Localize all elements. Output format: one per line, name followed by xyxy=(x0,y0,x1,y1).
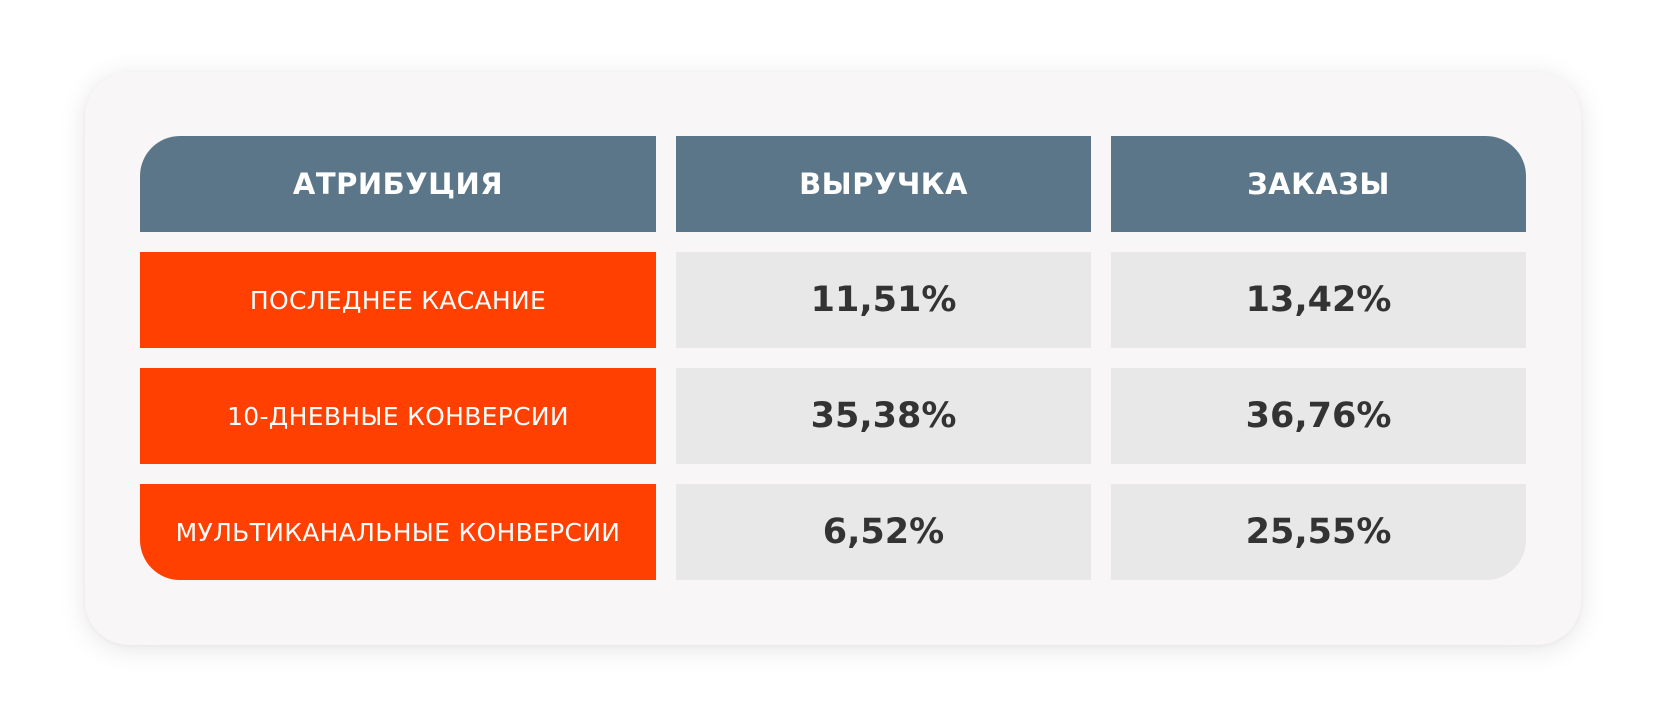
cell-revenue-10-day: 35,38% xyxy=(676,368,1091,464)
row-label-last-touch: ПОСЛЕДНЕЕ КАСАНИЕ xyxy=(140,252,656,348)
cell-orders-10-day: 36,76% xyxy=(1111,368,1526,464)
row-label-10-day: 10-ДНЕВНЫЕ КОНВЕРСИИ xyxy=(140,368,656,464)
cell-revenue-multichannel: 6,52% xyxy=(676,484,1091,580)
header-revenue: ВЫРУЧКА xyxy=(676,136,1091,232)
row-label-multichannel: МУЛЬТИКАНАЛЬНЫЕ КОНВЕРСИИ xyxy=(140,484,656,580)
attribution-table: АТРИБУЦИЯ ВЫРУЧКА ЗАКАЗЫ ПОСЛЕДНЕЕ КАСАН… xyxy=(140,136,1526,580)
header-orders: ЗАКАЗЫ xyxy=(1111,136,1526,232)
cell-orders-multichannel: 25,55% xyxy=(1111,484,1526,580)
cell-orders-last-touch: 13,42% xyxy=(1111,252,1526,348)
header-attribution: АТРИБУЦИЯ xyxy=(140,136,656,232)
cell-revenue-last-touch: 11,51% xyxy=(676,252,1091,348)
